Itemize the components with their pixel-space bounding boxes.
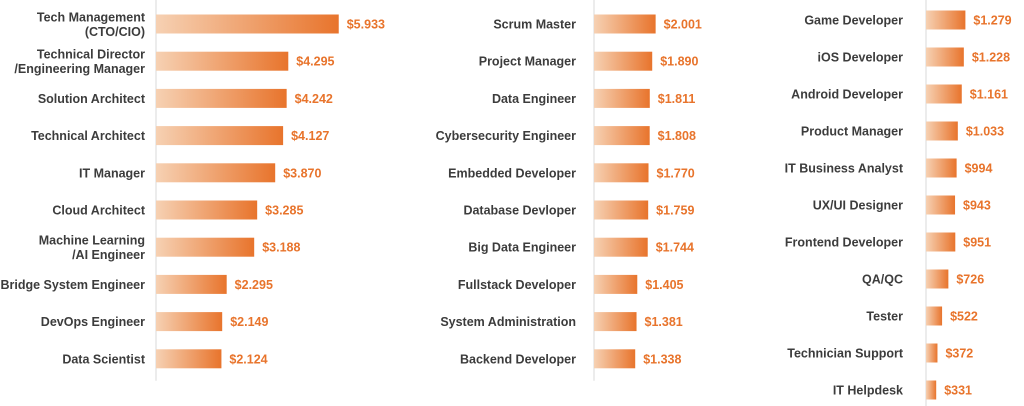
bar-big-data-engineer xyxy=(594,237,648,257)
bar-machine-learning-ai-engineer xyxy=(156,237,255,257)
bar-devops-engineer xyxy=(156,312,223,332)
bar-game-developer xyxy=(926,10,966,30)
category-label-bridge-system-engineer: Bridge System Engineer xyxy=(1,278,146,292)
category-label-tester: Tester xyxy=(866,310,903,324)
category-label-technical-architect: Technical Architect xyxy=(31,129,146,143)
category-label-ios-developer: iOS Developer xyxy=(818,51,904,65)
bar-frontend-developer xyxy=(926,232,956,252)
category-label-scrum-master: Scrum Master xyxy=(493,18,576,32)
value-label-product-manager: $1.033 xyxy=(966,125,1004,139)
value-label-big-data-engineer: $1.744 xyxy=(656,241,694,255)
category-label-product-manager: Product Manager xyxy=(801,125,903,139)
category-label-it-business-analyst: IT Business Analyst xyxy=(785,162,904,176)
bar-solution-architect xyxy=(156,88,287,108)
category-label-android-developer: Android Developer xyxy=(791,88,903,102)
category-label-backend-developer: Backend Developer xyxy=(460,352,576,366)
bar-technical-architect xyxy=(156,126,284,146)
value-label-it-manager: $3.870 xyxy=(283,166,321,180)
value-label-technical-architect: $4.127 xyxy=(291,129,329,143)
value-label-cybersecurity-engineer: $1.808 xyxy=(658,129,696,143)
value-label-database-devloper: $1.759 xyxy=(656,204,694,218)
bar-backend-developer xyxy=(594,349,636,369)
value-label-project-manager: $1.890 xyxy=(660,55,698,69)
bar-it-business-analyst xyxy=(926,158,957,178)
bar-android-developer xyxy=(926,84,962,104)
value-label-backend-developer: $1.338 xyxy=(643,352,681,366)
category-label-project-manager: Project Manager xyxy=(479,55,576,69)
bar-product-manager xyxy=(926,121,958,141)
bar-it-manager xyxy=(156,163,276,183)
bar-bridge-system-engineer xyxy=(156,274,227,294)
bar-tester xyxy=(926,306,943,326)
category-label-system-administration: System Administration xyxy=(440,315,576,329)
category-label-technician-support: Technician Support xyxy=(787,347,904,361)
category-label-database-devloper: Database Devloper xyxy=(463,204,576,218)
bar-scrum-master xyxy=(594,14,656,34)
value-label-data-engineer: $1.811 xyxy=(658,92,696,106)
bar-database-devloper xyxy=(594,200,649,220)
value-label-system-administration: $1.381 xyxy=(645,315,683,329)
value-label-ios-developer: $1.228 xyxy=(972,51,1010,65)
bar-qa-qc xyxy=(926,269,949,289)
bar-ux-ui-designer xyxy=(926,195,956,215)
bar-cloud-architect xyxy=(156,200,258,220)
category-label-tech-management-cto-cio: Tech Management (CTO/CIO) xyxy=(37,10,146,39)
value-label-technician-support: $372 xyxy=(945,347,973,361)
category-label-cybersecurity-engineer: Cybersecurity Engineer xyxy=(436,129,576,143)
category-label-machine-learning-ai-engineer: Machine Learning/AI Engineer xyxy=(39,233,145,262)
value-label-it-helpdesk: $331 xyxy=(944,384,972,398)
category-label-qa-qc: QA/QC xyxy=(862,273,903,287)
bar-data-engineer xyxy=(594,88,650,108)
bar-technician-support xyxy=(926,343,938,363)
value-label-devops-engineer: $2.149 xyxy=(230,315,268,329)
value-label-cloud-architect: $3.285 xyxy=(265,204,303,218)
category-label-solution-architect: Solution Architect xyxy=(38,92,146,106)
bar-system-administration xyxy=(594,312,637,332)
category-label-technical-director-engineering-manager: Technical Director/Engineering Manager xyxy=(14,47,145,75)
value-label-it-business-analyst: $994 xyxy=(965,162,993,176)
category-label-fullstack-developer: Fullstack Developer xyxy=(458,278,576,292)
category-label-big-data-engineer: Big Data Engineer xyxy=(468,241,576,255)
value-label-tester: $522 xyxy=(950,310,978,324)
value-label-qa-qc: $726 xyxy=(956,273,984,287)
category-label-game-developer: Game Developer xyxy=(804,14,903,28)
bar-tech-management-cto-cio xyxy=(156,14,339,34)
category-label-data-engineer: Data Engineer xyxy=(492,92,576,106)
value-label-android-developer: $1.161 xyxy=(970,88,1008,102)
bar-technical-director-engineering-manager xyxy=(156,51,289,71)
value-label-embedded-developer: $1.770 xyxy=(657,166,695,180)
value-label-frontend-developer: $951 xyxy=(963,236,991,250)
category-label-ux-ui-designer: UX/UI Designer xyxy=(813,199,903,213)
category-label-data-scientist: Data Scientist xyxy=(62,352,146,366)
category-label-embedded-developer: Embedded Developer xyxy=(448,166,576,180)
value-label-bridge-system-engineer: $2.295 xyxy=(235,278,273,292)
category-label-cloud-architect: Cloud Architect xyxy=(52,204,145,218)
value-label-scrum-master: $2.001 xyxy=(664,18,702,32)
bar-embedded-developer xyxy=(594,163,649,183)
category-label-it-manager: IT Manager xyxy=(79,166,145,180)
value-label-machine-learning-ai-engineer: $3.188 xyxy=(262,241,300,255)
value-label-technical-director-engineering-manager: $4.295 xyxy=(296,55,334,69)
bar-cybersecurity-engineer xyxy=(594,126,650,146)
value-label-fullstack-developer: $1.405 xyxy=(645,278,683,292)
bar-it-helpdesk xyxy=(926,380,937,400)
value-label-data-scientist: $2.124 xyxy=(229,352,267,366)
category-label-devops-engineer: DevOps Engineer xyxy=(41,315,145,329)
category-label-frontend-developer: Frontend Developer xyxy=(785,236,903,250)
bar-data-scientist xyxy=(156,349,222,369)
value-label-ux-ui-designer: $943 xyxy=(963,199,991,213)
value-label-game-developer: $1.279 xyxy=(973,14,1011,28)
value-label-solution-architect: $4.242 xyxy=(295,92,333,106)
bar-ios-developer xyxy=(926,47,964,67)
value-label-tech-management-cto-cio: $5.933 xyxy=(347,18,385,32)
bar-project-manager xyxy=(594,51,653,71)
category-label-it-helpdesk: IT Helpdesk xyxy=(833,384,903,398)
bar-fullstack-developer xyxy=(594,274,638,294)
